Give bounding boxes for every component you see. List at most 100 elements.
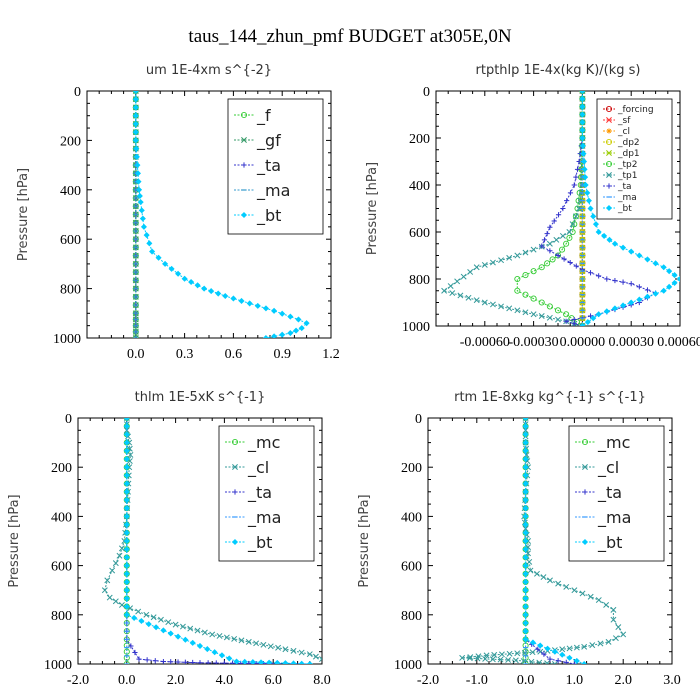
- data-point: [652, 290, 659, 297]
- data-point: [522, 488, 529, 495]
- data-point: [544, 260, 551, 267]
- data-point: [522, 619, 529, 627]
- legend-marker: [231, 438, 239, 446]
- y-axis-label: Pressure [hPa]: [357, 494, 372, 587]
- data-point: [162, 260, 169, 267]
- data-point: [560, 205, 566, 212]
- data-point: [197, 660, 203, 664]
- legend-label: _cl: [617, 127, 630, 137]
- data-point: [132, 104, 139, 111]
- data-point: [522, 455, 529, 463]
- data-point: [589, 642, 596, 649]
- data-point: [566, 234, 573, 241]
- data-point: [592, 221, 599, 228]
- data-point: [610, 606, 617, 613]
- data-point: [555, 212, 562, 218]
- y-tick-label: 800: [409, 273, 430, 288]
- data-point: [466, 655, 473, 662]
- y-tick-label: 400: [51, 510, 72, 525]
- data-point: [547, 577, 553, 584]
- data-point: [132, 649, 138, 656]
- data-point: [666, 268, 673, 275]
- data-point: [603, 602, 610, 608]
- data-point: [581, 166, 588, 173]
- data-point: [262, 305, 269, 312]
- data-point: [134, 162, 141, 169]
- data-point: [530, 246, 537, 253]
- data-point: [579, 111, 586, 118]
- data-point: [546, 240, 553, 247]
- data-point: [123, 488, 130, 495]
- x-tick-label: 3.0: [663, 673, 681, 688]
- legend-label: _bt: [617, 204, 632, 214]
- data-point: [481, 299, 488, 306]
- data-point: [290, 647, 297, 654]
- x-tick-label: 0.9: [273, 347, 291, 362]
- data-point: [489, 259, 496, 266]
- y-tick-label: 1000: [402, 320, 430, 335]
- data-point: [612, 277, 618, 284]
- data-point: [538, 313, 545, 319]
- data-point: [555, 252, 561, 259]
- data-point: [529, 649, 536, 656]
- data-point: [522, 464, 529, 471]
- data-point: [620, 244, 627, 251]
- data-point: [579, 127, 586, 134]
- data-point: [449, 290, 456, 297]
- data-point: [123, 546, 130, 553]
- data-point: [549, 256, 556, 263]
- data-point: [106, 594, 113, 601]
- data-point: [628, 299, 635, 306]
- data-point: [123, 513, 130, 520]
- data-point: [544, 230, 550, 237]
- data-point: [514, 252, 521, 259]
- y-axis-label: Pressure [hPa]: [16, 168, 31, 261]
- data-point: [603, 308, 610, 315]
- data-point: [566, 645, 573, 652]
- data-point: [579, 142, 586, 149]
- data-point: [595, 311, 602, 318]
- data-point: [127, 451, 134, 458]
- data-point: [179, 623, 186, 630]
- data-point: [459, 654, 466, 661]
- y-axis-label: Pressure [hPa]: [365, 162, 380, 255]
- x-tick-label: -2.0: [67, 673, 89, 688]
- data-point: [541, 651, 547, 657]
- data-point: [572, 213, 579, 220]
- data-point: [522, 554, 529, 561]
- data-point: [474, 655, 481, 662]
- data-point: [611, 240, 618, 247]
- series-line: [516, 91, 583, 326]
- legend-marker: [605, 105, 613, 113]
- data-point: [579, 91, 586, 95]
- data-point: [601, 232, 608, 239]
- data-point: [571, 182, 577, 188]
- series-group: [459, 418, 627, 664]
- data-point: [547, 656, 553, 662]
- data-point: [522, 505, 529, 512]
- data-point: [522, 628, 529, 635]
- legend-marker: [605, 204, 613, 212]
- data-point: [290, 660, 297, 664]
- data-point: [267, 643, 274, 650]
- data-point: [467, 268, 474, 275]
- data-point: [522, 272, 529, 279]
- x-tick-label: 8.0: [313, 673, 331, 688]
- data-point: [109, 567, 116, 574]
- data-point: [160, 658, 166, 664]
- data-point: [260, 641, 267, 648]
- data-point: [563, 311, 570, 318]
- data-point: [168, 659, 174, 664]
- data-point: [137, 199, 144, 206]
- y-tick-label: 800: [60, 283, 81, 298]
- data-point: [201, 629, 208, 636]
- legend-marker: [605, 138, 613, 146]
- data-point: [279, 331, 286, 338]
- data-point: [187, 625, 194, 632]
- data-point: [522, 309, 529, 316]
- data-point: [118, 602, 125, 608]
- legend-marker: [240, 111, 248, 119]
- data-point: [123, 423, 130, 430]
- data-point: [506, 305, 513, 312]
- data-point: [460, 273, 467, 280]
